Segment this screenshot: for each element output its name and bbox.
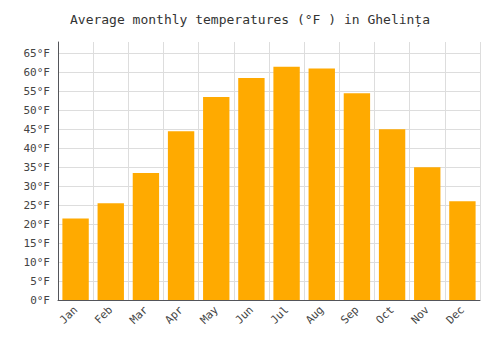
svg-text:65°F: 65°F: [24, 47, 51, 60]
svg-text:Average monthly temperatures (: Average monthly temperatures (°F ) in Gh…: [70, 12, 430, 28]
svg-text:30°F: 30°F: [24, 180, 51, 193]
svg-text:35°F: 35°F: [24, 161, 51, 174]
svg-text:55°F: 55°F: [24, 85, 51, 98]
svg-text:20°F: 20°F: [24, 218, 51, 231]
svg-text:Feb: Feb: [92, 303, 115, 326]
svg-text:Sep: Sep: [338, 303, 361, 326]
svg-text:Mar: Mar: [127, 303, 150, 326]
svg-text:5°F: 5°F: [30, 275, 50, 288]
svg-text:45°F: 45°F: [24, 123, 51, 136]
svg-text:15°F: 15°F: [24, 237, 51, 250]
svg-text:50°F: 50°F: [24, 104, 51, 117]
svg-text:Apr: Apr: [162, 303, 185, 326]
svg-text:Jan: Jan: [57, 303, 80, 326]
svg-text:Nov: Nov: [409, 303, 432, 326]
svg-text:40°F: 40°F: [24, 142, 51, 155]
svg-text:Jul: Jul: [268, 303, 291, 326]
svg-text:Aug: Aug: [303, 303, 326, 326]
svg-text:Dec: Dec: [444, 303, 467, 326]
svg-text:10°F: 10°F: [24, 256, 51, 269]
svg-text:Oct: Oct: [373, 303, 396, 326]
svg-text:60°F: 60°F: [24, 66, 51, 79]
svg-text:25°F: 25°F: [24, 199, 51, 212]
svg-text:May: May: [198, 303, 221, 326]
svg-text:Jun: Jun: [233, 303, 256, 326]
svg-text:0°F: 0°F: [30, 294, 50, 307]
